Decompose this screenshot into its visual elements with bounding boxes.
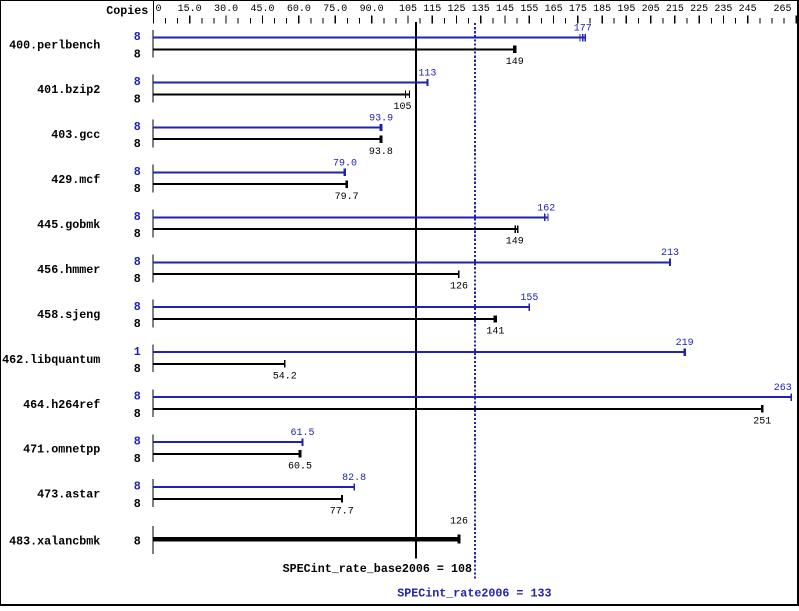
svg-text:162: 162 [537,203,555,214]
svg-text:403.gcc: 403.gcc [51,128,100,142]
svg-text:245: 245 [739,4,757,15]
svg-text:263: 263 [774,383,792,394]
svg-text:141: 141 [486,327,504,338]
svg-text:8: 8 [134,30,141,44]
svg-text:205: 205 [642,4,660,15]
svg-text:400.perlbench: 400.perlbench [9,38,100,52]
svg-text:177: 177 [574,24,592,35]
svg-text:8: 8 [134,165,141,179]
svg-text:126: 126 [450,282,468,293]
svg-text:213: 213 [661,248,679,259]
svg-text:SPECint_rate_base2006 = 108: SPECint_rate_base2006 = 108 [283,562,472,576]
svg-text:8: 8 [134,407,141,421]
svg-text:93.9: 93.9 [369,113,393,124]
svg-text:105: 105 [393,102,411,113]
svg-text:8: 8 [134,255,141,269]
svg-text:60.0: 60.0 [287,4,311,15]
svg-text:8: 8 [134,497,141,511]
svg-text:8: 8 [134,75,141,89]
svg-text:115: 115 [423,4,441,15]
svg-text:105: 105 [399,4,417,15]
svg-text:8: 8 [134,120,141,134]
svg-text:8: 8 [134,272,141,286]
svg-text:483.xalancbmk: 483.xalancbmk [9,535,100,549]
svg-text:54.2: 54.2 [273,372,297,383]
svg-text:75.0: 75.0 [323,4,347,15]
svg-text:61.5: 61.5 [290,428,314,439]
svg-text:8: 8 [134,137,141,151]
svg-text:Copies: Copies [106,4,148,18]
svg-text:79.7: 79.7 [335,192,359,203]
svg-text:185: 185 [593,4,611,15]
svg-text:77.7: 77.7 [330,506,354,517]
svg-text:SPECint_rate2006 = 133: SPECint_rate2006 = 133 [397,587,551,601]
svg-text:251: 251 [753,416,771,427]
svg-text:8: 8 [134,390,141,404]
svg-text:0: 0 [156,4,162,15]
svg-text:93.8: 93.8 [369,147,393,158]
svg-text:462.libquantum: 462.libquantum [2,353,100,367]
svg-text:225: 225 [690,4,708,15]
svg-text:82.8: 82.8 [342,473,366,484]
svg-text:8: 8 [134,435,141,449]
svg-text:8: 8 [134,182,141,196]
svg-text:145: 145 [496,4,514,15]
svg-text:90.0: 90.0 [360,4,384,15]
svg-text:8: 8 [134,92,141,106]
svg-text:473.astar: 473.astar [37,488,100,502]
svg-text:155: 155 [520,4,538,15]
svg-text:8: 8 [134,480,141,494]
svg-text:8: 8 [134,300,141,314]
svg-text:8: 8 [134,452,141,466]
svg-text:8: 8 [134,227,141,241]
svg-text:125: 125 [448,4,466,15]
svg-text:1: 1 [134,345,141,359]
svg-text:149: 149 [506,237,524,248]
svg-text:401.bzip2: 401.bzip2 [37,83,100,97]
svg-text:464.h264ref: 464.h264ref [23,398,100,412]
svg-text:15.0: 15.0 [178,4,202,15]
svg-text:149: 149 [506,57,524,68]
svg-text:8: 8 [134,47,141,61]
svg-text:235: 235 [714,4,732,15]
svg-text:45.0: 45.0 [250,4,274,15]
svg-text:8: 8 [134,362,141,376]
svg-text:458.sjeng: 458.sjeng [37,308,100,322]
svg-text:165: 165 [545,4,563,15]
svg-text:126: 126 [450,516,468,527]
svg-text:155: 155 [520,293,538,304]
svg-text:79.0: 79.0 [333,158,357,169]
svg-text:471.omnetpp: 471.omnetpp [23,443,100,457]
svg-text:8: 8 [134,535,141,549]
svg-text:135: 135 [472,4,490,15]
svg-text:60.5: 60.5 [288,461,312,472]
svg-text:445.gobmk: 445.gobmk [37,218,100,232]
svg-text:113: 113 [418,68,436,79]
svg-text:429.mcf: 429.mcf [51,173,100,187]
svg-text:30.0: 30.0 [214,4,238,15]
svg-text:8: 8 [134,210,141,224]
svg-text:265: 265 [773,4,791,15]
svg-text:8: 8 [134,317,141,331]
svg-text:215: 215 [666,4,684,15]
svg-text:456.hmmer: 456.hmmer [37,263,100,277]
svg-text:175: 175 [569,4,587,15]
svg-text:219: 219 [676,338,694,349]
svg-text:195: 195 [617,4,635,15]
